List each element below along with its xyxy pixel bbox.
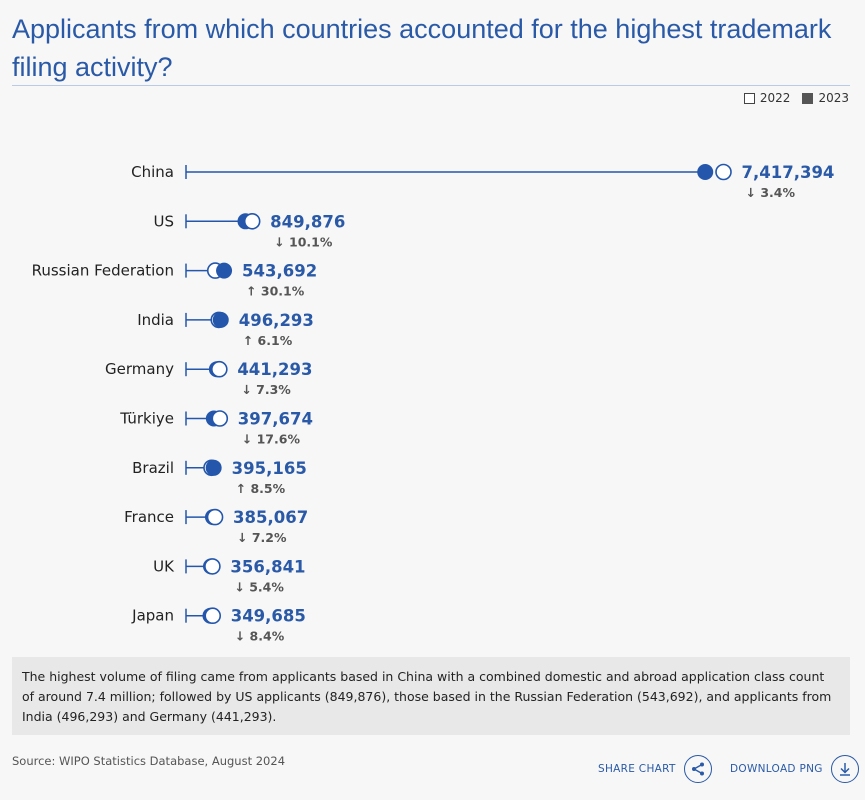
change-label: ↑ 6.1% xyxy=(243,333,293,348)
dot-2023 xyxy=(216,262,233,279)
legend-swatch-2022 xyxy=(743,92,755,104)
dot-2023 xyxy=(697,164,714,180)
chart-summary: The highest volume of filing came from a… xyxy=(12,657,850,735)
country-label: Türkiye xyxy=(119,410,174,428)
country-label: UK xyxy=(153,557,175,575)
download-png-label: DOWNLOAD PNG xyxy=(730,763,823,775)
chart-title: Applicants from which countries accounte… xyxy=(12,14,832,82)
value-label: 441,293 xyxy=(237,360,312,379)
download-icon xyxy=(830,755,859,783)
legend-label-2023: 2023 xyxy=(818,91,849,105)
dumbbell-chart: China 7,417,394 ↓ 3.4% US 849,876 ↓ 10.1% Russ… xyxy=(32,163,835,644)
dot-2023 xyxy=(212,311,229,328)
legend: 2022 2023 xyxy=(743,91,849,105)
dot-2022 xyxy=(211,410,229,427)
change-label: ↓ 5.4% xyxy=(234,579,284,594)
legend-swatch-2023 xyxy=(802,92,814,104)
country-label: France xyxy=(124,508,174,526)
country-label: US xyxy=(153,212,174,230)
legend-item-2022[interactable]: 2022 xyxy=(743,91,791,105)
dot-2022 xyxy=(204,558,221,575)
download-png-button[interactable]: DOWNLOAD PNG xyxy=(730,755,859,783)
value-label: 849,876 xyxy=(270,212,345,231)
dot-2022 xyxy=(243,213,261,230)
value-label: 543,692 xyxy=(242,262,317,281)
legend-label-2022: 2022 xyxy=(759,91,791,105)
legend-item-2023[interactable]: 2023 xyxy=(802,91,849,105)
change-label: ↓ 17.6% xyxy=(242,432,301,447)
country-label: Brazil xyxy=(132,459,174,477)
value-label: 385,067 xyxy=(233,508,308,527)
value-label: 395,165 xyxy=(232,459,307,478)
change-label: ↑ 8.5% xyxy=(236,481,286,496)
change-label: ↓ 7.3% xyxy=(241,382,291,397)
share-chart-label: SHARE CHART xyxy=(598,763,676,775)
country-label: China xyxy=(131,163,174,181)
value-label: 496,293 xyxy=(239,311,314,330)
change-label: ↓ 8.4% xyxy=(235,629,285,644)
country-label: India xyxy=(137,311,174,329)
change-label: ↓ 7.2% xyxy=(237,530,287,545)
value-label: 349,685 xyxy=(231,607,306,626)
country-label: Russian Federation xyxy=(32,262,174,280)
dot-2023 xyxy=(205,459,222,476)
share-icon xyxy=(683,755,712,783)
value-label: 7,417,394 xyxy=(742,163,835,182)
share-chart-button[interactable]: SHARE CHART xyxy=(598,755,712,783)
source-note: Source: WIPO Statistics Database, August… xyxy=(12,754,286,768)
dot-2022 xyxy=(211,360,228,378)
value-label: 397,674 xyxy=(238,410,313,429)
dot-2022 xyxy=(715,163,732,181)
country-label: Japan xyxy=(131,607,174,625)
dot-2022 xyxy=(206,508,224,526)
change-label: ↓ 10.1% xyxy=(274,234,333,249)
change-label: ↑ 30.1% xyxy=(246,284,305,299)
change-label: ↓ 3.4% xyxy=(746,185,796,200)
dot-2022 xyxy=(204,607,222,625)
value-label: 356,841 xyxy=(230,557,305,576)
country-label: Germany xyxy=(105,360,174,378)
title-divider xyxy=(12,85,850,86)
